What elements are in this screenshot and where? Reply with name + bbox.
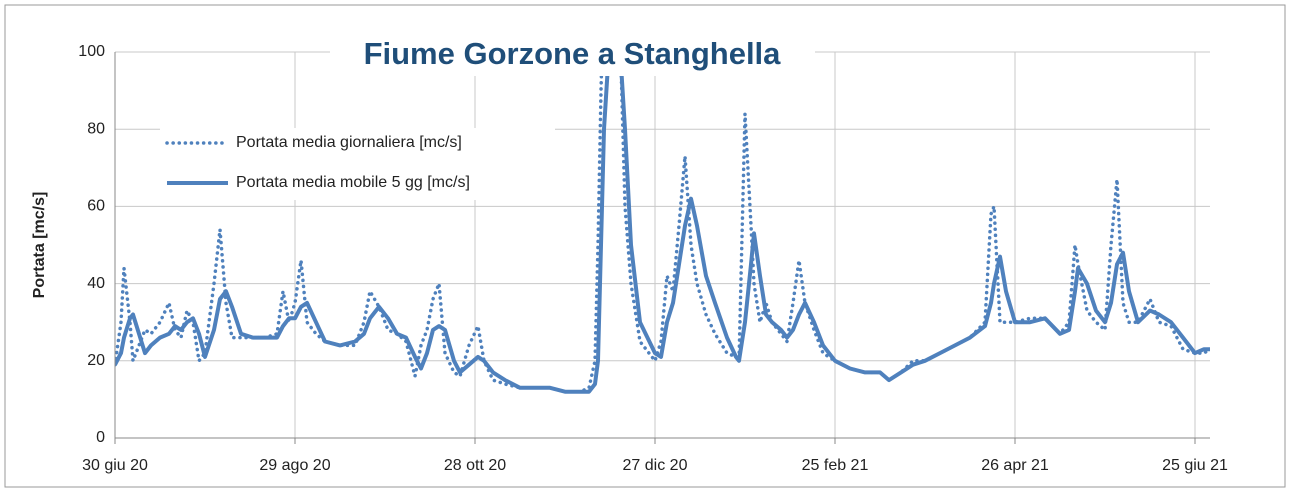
series-line [115, 52, 1210, 394]
x-tick-label: 26 apr 21 [981, 457, 1049, 474]
y-tick-label: 60 [87, 198, 105, 215]
x-tick-label: 29 ago 20 [259, 457, 330, 474]
x-tick-label: 30 giu 20 [82, 457, 148, 474]
legend-label: Portata media mobile 5 gg [mc/s] [236, 174, 470, 191]
x-tick-label: 25 giu 21 [1162, 457, 1228, 474]
y-tick-label: 0 [96, 429, 105, 446]
x-tick-label: 25 feb 21 [802, 457, 869, 474]
y-tick-label: 40 [87, 275, 105, 292]
y-tick-label: 100 [78, 43, 105, 60]
frame [4, 4, 1286, 488]
y-axis-label: Portata [mc/s] [31, 192, 48, 299]
y-tick-label: 80 [87, 120, 105, 137]
legend-background [160, 128, 555, 200]
legend-label: Portata media giornaliera [mc/s] [236, 134, 462, 151]
x-tick-label: 28 ott 20 [444, 457, 506, 474]
x-tick-label: 27 dic 20 [623, 457, 688, 474]
title-background [330, 34, 815, 76]
chart-title: Fiume Gorzone a Stanghella [364, 36, 782, 71]
y-tick-label: 20 [87, 352, 105, 369]
plot-area [115, 52, 1210, 394]
series-line [115, 52, 1210, 394]
